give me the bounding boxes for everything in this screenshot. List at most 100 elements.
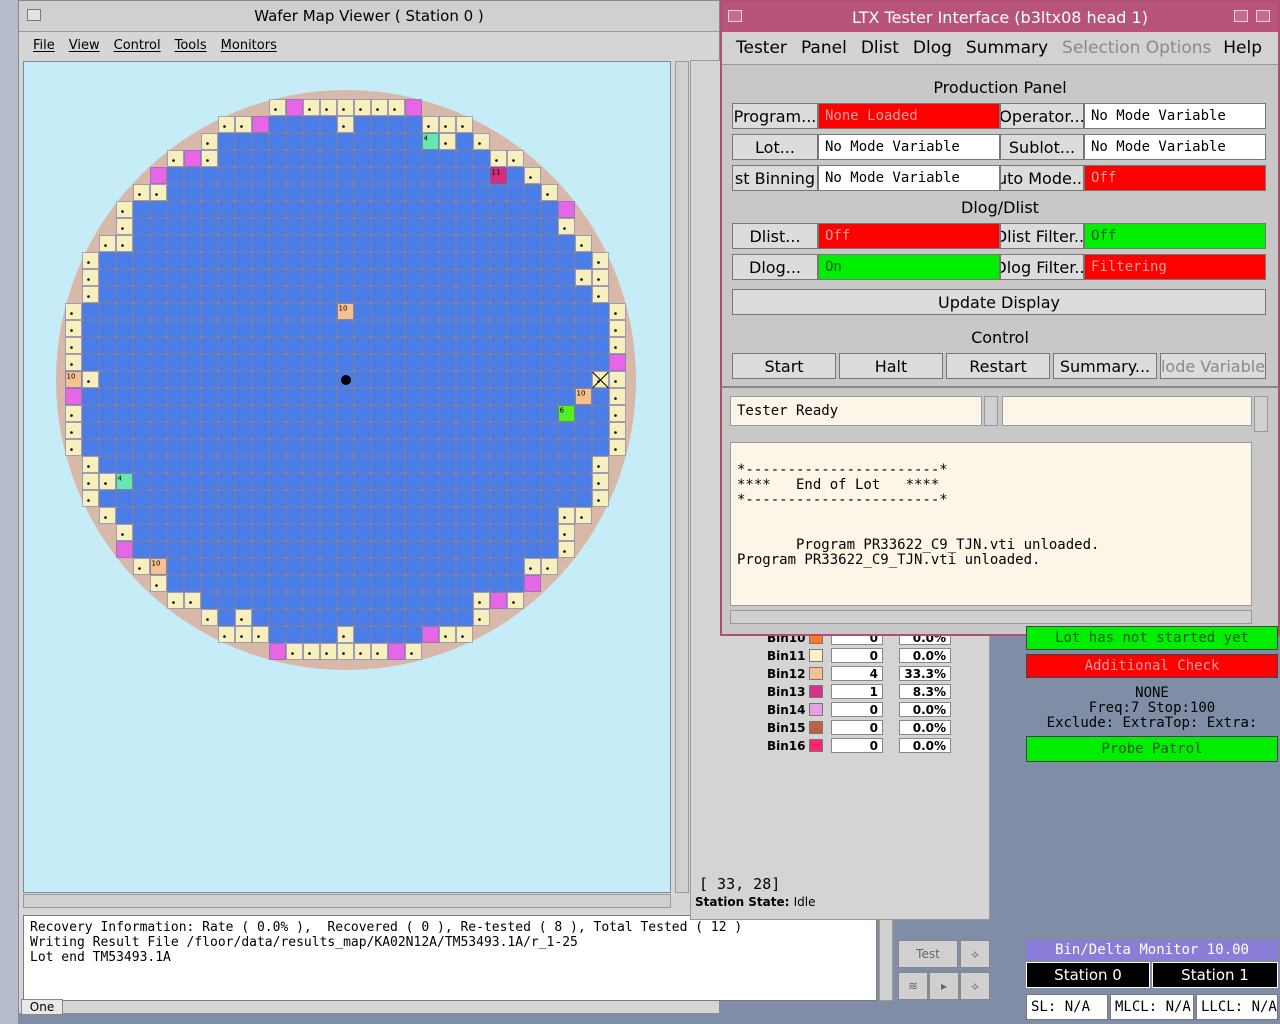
die-cell[interactable] — [116, 218, 133, 235]
die-cell[interactable] — [439, 592, 456, 609]
die-cell[interactable] — [269, 422, 286, 439]
die-cell[interactable] — [303, 167, 320, 184]
die-cell[interactable] — [269, 405, 286, 422]
die-cell[interactable] — [439, 609, 456, 626]
die-cell[interactable] — [507, 235, 524, 252]
die-cell[interactable] — [371, 116, 388, 133]
die-cell[interactable] — [303, 269, 320, 286]
die-cell[interactable] — [541, 235, 558, 252]
die-cell[interactable] — [201, 150, 218, 167]
die-cell[interactable] — [575, 235, 592, 252]
die-cell[interactable] — [235, 337, 252, 354]
die-cell[interactable] — [269, 184, 286, 201]
die-cell[interactable] — [201, 133, 218, 150]
die-cell[interactable] — [167, 354, 184, 371]
die-cell[interactable] — [558, 541, 575, 558]
die-cell[interactable] — [303, 626, 320, 643]
die-cell[interactable] — [388, 490, 405, 507]
die-cell[interactable] — [473, 167, 490, 184]
die-cell[interactable] — [201, 609, 218, 626]
die-cell[interactable] — [456, 439, 473, 456]
die-cell[interactable] — [456, 354, 473, 371]
die-cell[interactable] — [388, 592, 405, 609]
die-cell[interactable] — [558, 371, 575, 388]
menu-selection-options[interactable]: Selection Options — [1062, 38, 1212, 58]
die-cell[interactable] — [167, 575, 184, 592]
die-cell[interactable] — [524, 524, 541, 541]
die-cell[interactable] — [388, 439, 405, 456]
die-cell[interactable] — [507, 422, 524, 439]
sublot-button[interactable]: Sublot... — [1000, 134, 1084, 160]
die-cell[interactable] — [337, 473, 354, 490]
map-vertical-scrollbar[interactable] — [675, 61, 689, 893]
die-cell[interactable] — [337, 184, 354, 201]
die-cell[interactable] — [133, 337, 150, 354]
die-cell[interactable] — [167, 218, 184, 235]
die-cell[interactable] — [524, 388, 541, 405]
die-cell[interactable] — [354, 235, 371, 252]
die-cell[interactable] — [473, 371, 490, 388]
die-cell[interactable] — [456, 473, 473, 490]
die-cell[interactable] — [490, 439, 507, 456]
die-cell[interactable] — [354, 609, 371, 626]
die-cell[interactable] — [116, 354, 133, 371]
binned-die[interactable] — [575, 388, 592, 405]
menu-panel[interactable]: Panel — [800, 38, 847, 58]
die-cell[interactable] — [541, 354, 558, 371]
die-cell[interactable] — [286, 643, 303, 660]
die-cell[interactable] — [439, 286, 456, 303]
program-button[interactable]: Program... — [732, 103, 818, 129]
die-cell[interactable] — [490, 422, 507, 439]
die-cell[interactable] — [388, 337, 405, 354]
die-cell[interactable] — [150, 286, 167, 303]
die-cell[interactable] — [133, 473, 150, 490]
die-cell[interactable] — [218, 422, 235, 439]
die-cell[interactable] — [218, 269, 235, 286]
menu-view[interactable]: View — [68, 37, 100, 53]
die-cell[interactable] — [490, 286, 507, 303]
die-cell[interactable] — [337, 524, 354, 541]
die-cell[interactable] — [320, 558, 337, 575]
die-cell[interactable] — [507, 439, 524, 456]
die-cell[interactable] — [252, 218, 269, 235]
die-cell[interactable] — [252, 388, 269, 405]
die-cell[interactable] — [269, 388, 286, 405]
die-cell[interactable] — [541, 490, 558, 507]
die-cell[interactable] — [524, 541, 541, 558]
die-cell[interactable] — [388, 133, 405, 150]
die-cell[interactable] — [82, 252, 99, 269]
die-cell[interactable] — [558, 490, 575, 507]
die-cell[interactable] — [269, 558, 286, 575]
die-cell[interactable] — [354, 116, 371, 133]
die-cell[interactable] — [405, 473, 422, 490]
die-cell[interactable] — [388, 422, 405, 439]
die-cell[interactable] — [167, 388, 184, 405]
minimize-button[interactable] — [1234, 10, 1248, 22]
die-cell[interactable] — [337, 490, 354, 507]
die-cell[interactable] — [371, 575, 388, 592]
die-cell[interactable] — [507, 269, 524, 286]
die-cell[interactable] — [286, 388, 303, 405]
die-cell[interactable] — [490, 337, 507, 354]
die-cell[interactable] — [337, 388, 354, 405]
die-cell[interactable] — [524, 320, 541, 337]
die-cell[interactable] — [337, 456, 354, 473]
die-cell[interactable] — [116, 337, 133, 354]
die-cell[interactable] — [558, 252, 575, 269]
die-cell[interactable] — [133, 201, 150, 218]
die-cell[interactable] — [456, 337, 473, 354]
die-cell[interactable] — [65, 388, 82, 405]
die-cell[interactable] — [388, 150, 405, 167]
die-cell[interactable] — [150, 524, 167, 541]
die-cell[interactable] — [422, 490, 439, 507]
halt-button[interactable]: Halt — [839, 353, 943, 379]
die-cell[interactable] — [82, 354, 99, 371]
play-icon[interactable]: ▸ — [929, 972, 959, 1000]
die-cell[interactable] — [337, 320, 354, 337]
menu-monitors[interactable]: Monitors — [220, 37, 277, 53]
die-cell[interactable] — [320, 99, 337, 116]
die-cell[interactable] — [456, 490, 473, 507]
die-cell[interactable] — [218, 609, 235, 626]
die-cell[interactable] — [201, 456, 218, 473]
die-cell[interactable] — [235, 507, 252, 524]
